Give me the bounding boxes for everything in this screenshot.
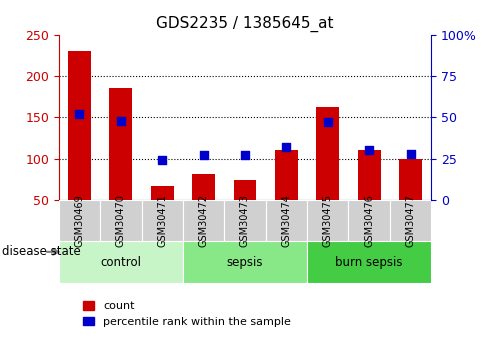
Text: GSM30475: GSM30475 [323,194,333,247]
Bar [399,159,422,200]
Bar [100,200,142,242]
Bar [390,200,431,242]
Text: disease state: disease state [2,245,81,258]
Point [241,152,249,158]
Bar [142,200,183,242]
Point [407,151,415,157]
Bar [234,180,256,200]
Bar [224,200,266,242]
Bar [358,150,381,200]
Bar [348,200,390,242]
Point [158,158,166,163]
Text: sepsis: sepsis [227,256,263,269]
Bar [68,51,91,200]
Bar [307,200,348,242]
Text: GSM30471: GSM30471 [157,194,167,247]
Point [117,118,125,124]
Bar [275,150,298,200]
Point [75,111,83,117]
Text: control: control [100,256,142,269]
Point [324,119,332,125]
Bar [183,200,224,242]
Text: GSM30472: GSM30472 [198,194,209,247]
Point [365,148,373,153]
Text: GSM30473: GSM30473 [240,194,250,247]
Bar [307,241,431,283]
Text: GSM30474: GSM30474 [281,194,292,247]
Text: burn sepsis: burn sepsis [335,256,403,269]
Title: GDS2235 / 1385645_at: GDS2235 / 1385645_at [156,16,334,32]
Legend: count, percentile rank within the sample: count, percentile rank within the sample [83,301,291,327]
Bar [317,107,339,200]
Bar [183,241,307,283]
Point [200,152,208,158]
Bar [109,88,132,200]
Text: GSM30469: GSM30469 [74,195,84,247]
Text: GSM30476: GSM30476 [364,194,374,247]
Point [282,144,290,150]
Bar [151,186,173,200]
Text: GSM30477: GSM30477 [406,194,416,247]
Bar [266,200,307,242]
Bar [59,200,100,242]
Bar [59,241,183,283]
Bar [192,174,215,200]
Text: GSM30470: GSM30470 [116,194,126,247]
